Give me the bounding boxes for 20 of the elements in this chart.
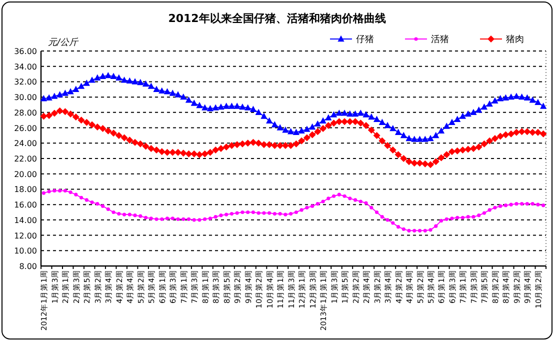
y-tick-label: 24.00	[14, 139, 37, 148]
y-tick-label: 20.00	[14, 170, 37, 179]
chart-title: 2012年以来全国仔猪、活猪和猪肉价格曲线	[168, 12, 386, 25]
y-tick-label: 36.00	[14, 47, 37, 56]
y-tick-label: 32.00	[14, 78, 37, 87]
legend-label: 活猪	[431, 34, 449, 45]
y-tick-label: 22.00	[14, 154, 37, 164]
y-tick-label: 34.00	[14, 62, 37, 72]
y-tick-label: 10.00	[14, 246, 37, 256]
y-tick-label: 26.00	[14, 124, 37, 133]
y-axis-title: 元/公斤	[48, 37, 80, 48]
y-tick-label: 12.00	[14, 231, 37, 240]
y-tick-label: 8.00	[19, 262, 37, 271]
y-tick-label: 18.00	[14, 185, 37, 194]
y-tick-label: 16.00	[14, 200, 37, 210]
legend-label: 仔猪	[356, 34, 374, 45]
y-tick-label: 14.00	[14, 216, 37, 225]
y-tick-label: 30.00	[14, 93, 37, 102]
y-tick-label: 28.00	[14, 108, 37, 118]
legend-label: 猪肉	[506, 34, 524, 45]
